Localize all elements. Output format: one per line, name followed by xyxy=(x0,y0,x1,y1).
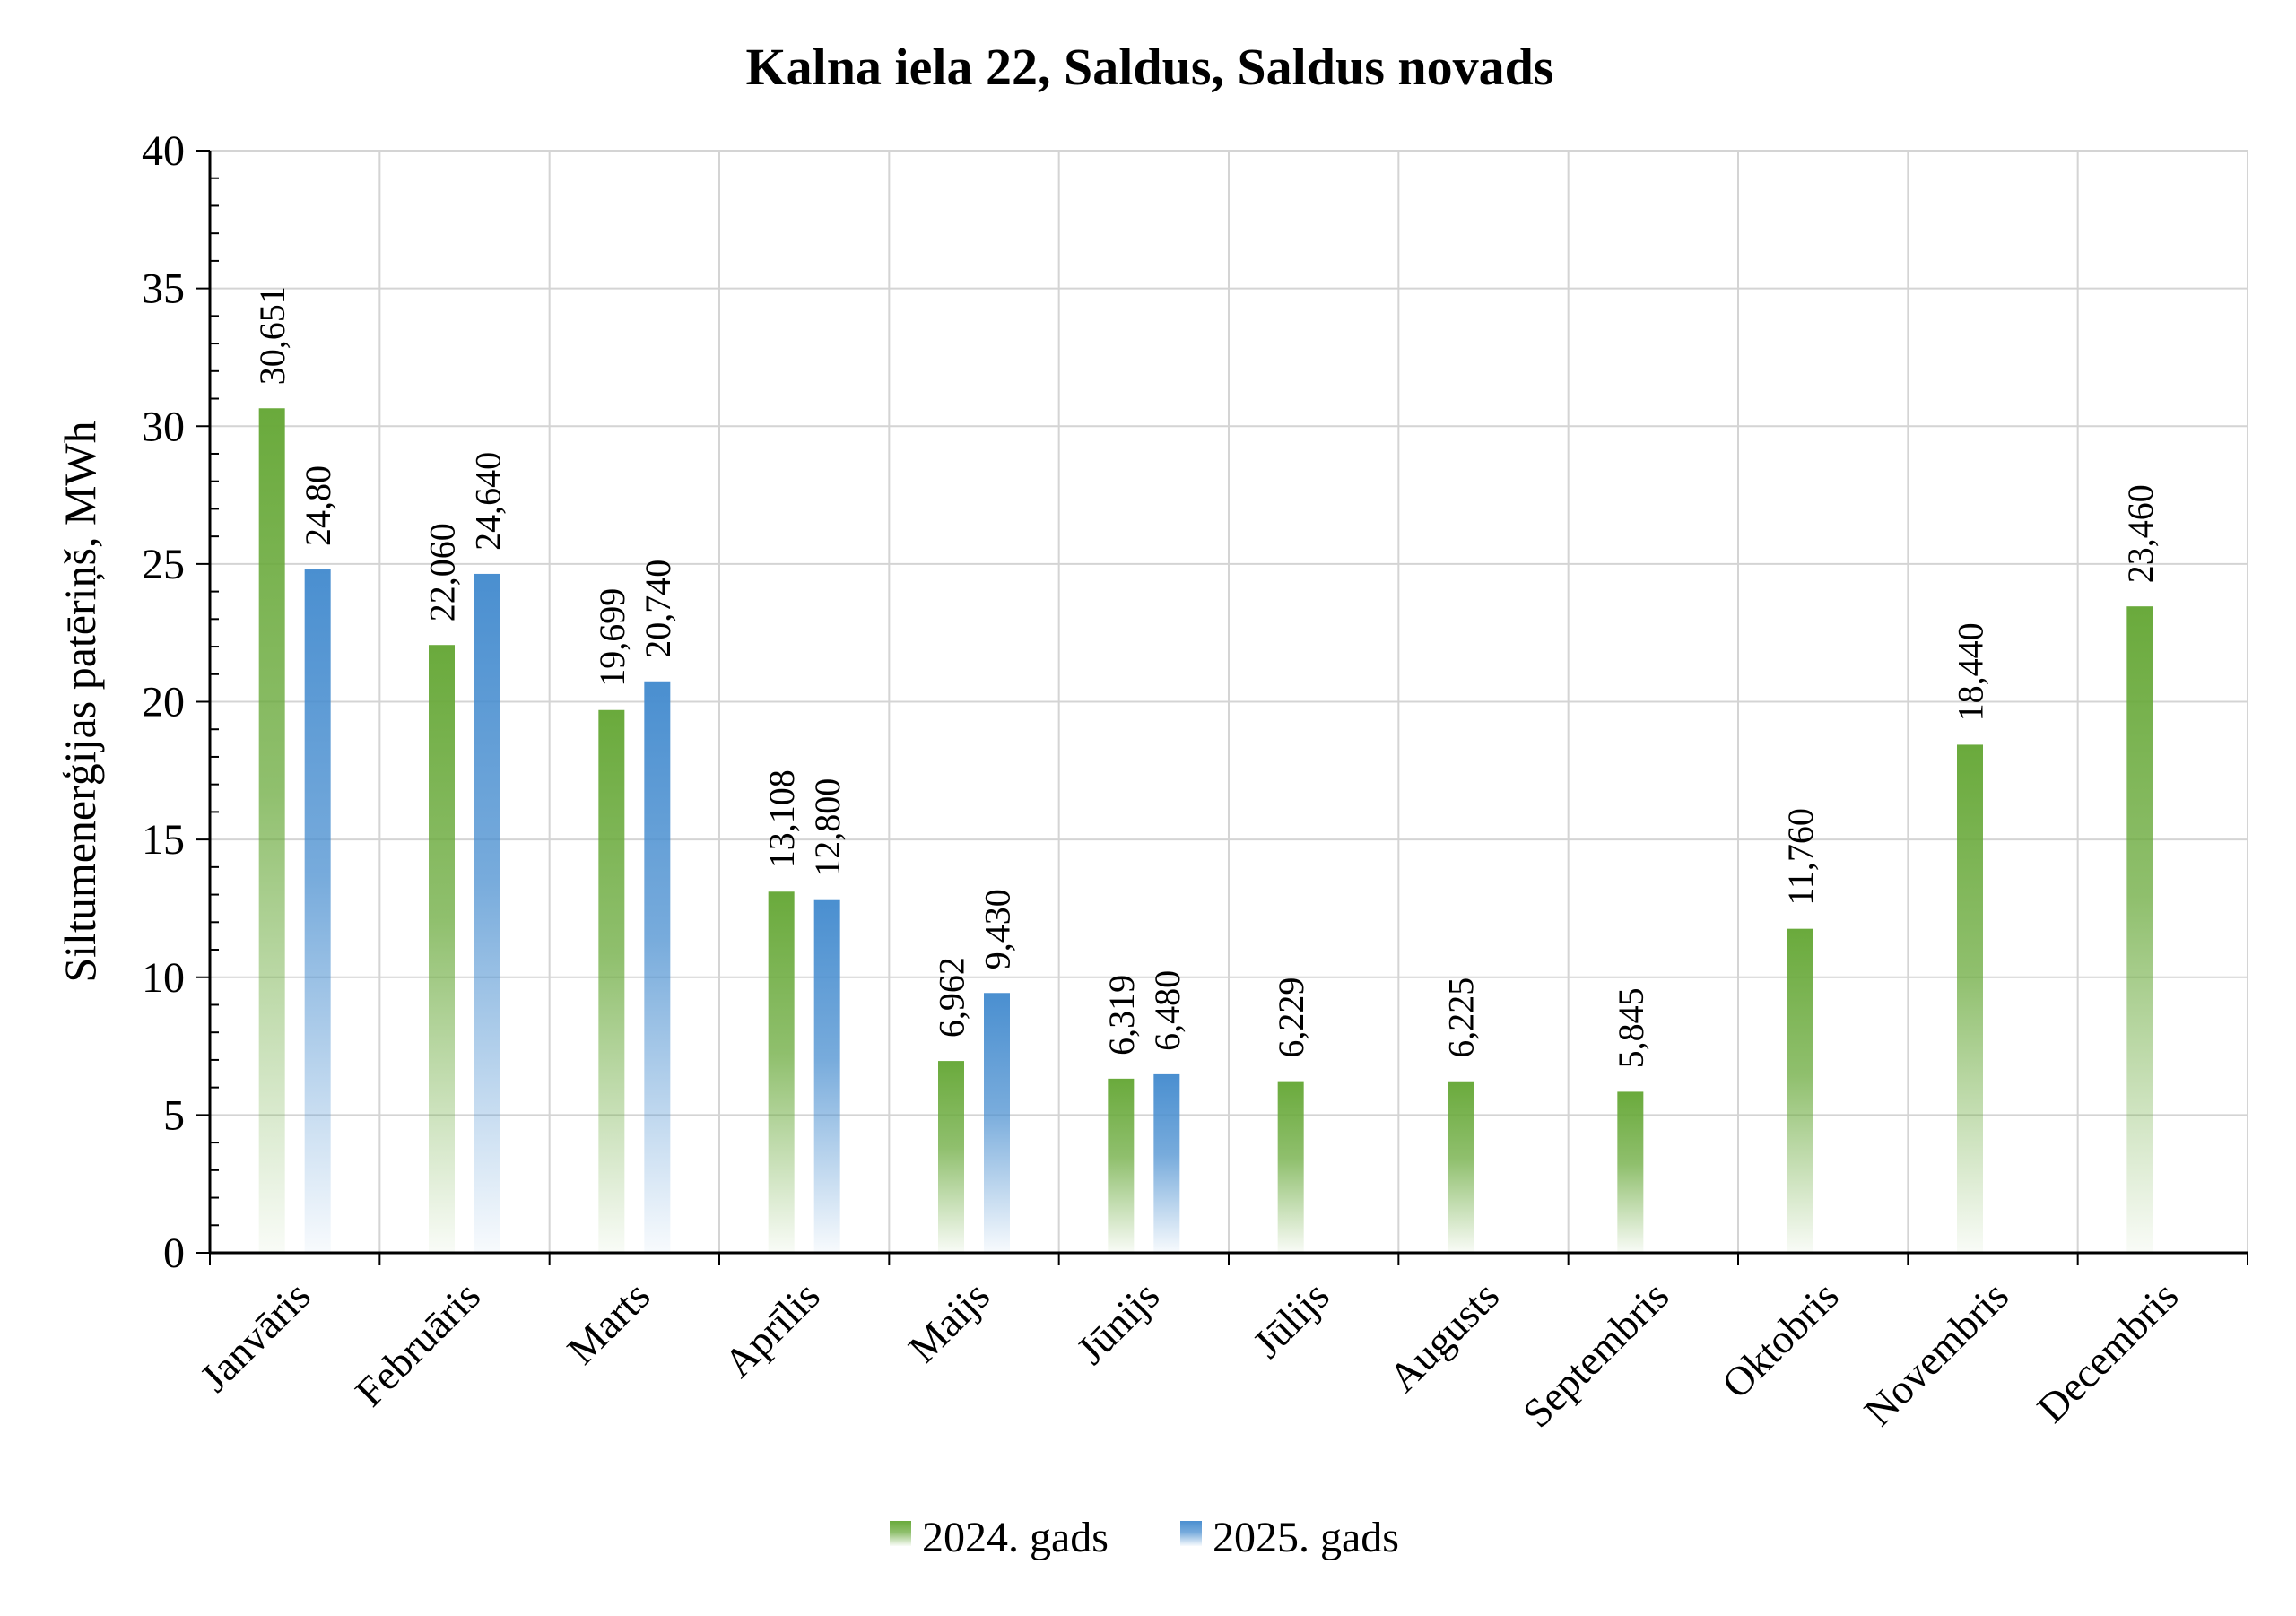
x-tick-label: Jūlijs xyxy=(1244,1273,1338,1367)
y-tick-label: 25 xyxy=(142,541,185,588)
chart-title: Kalna iela 22, Saldus, Saldus novads xyxy=(746,38,1554,96)
data-label: 30,651 xyxy=(252,286,292,385)
legend-label: 2025. gads xyxy=(1213,1514,1399,1561)
bar-2024 xyxy=(1108,1078,1135,1253)
x-tick-label: Septembris xyxy=(1514,1273,1677,1436)
bar-2025 xyxy=(474,573,500,1253)
x-tick-label: Augusts xyxy=(1379,1273,1508,1401)
legend-swatch xyxy=(1180,1521,1202,1546)
bar-2024 xyxy=(1787,928,1813,1253)
data-label: 11,760 xyxy=(1780,808,1821,906)
bar-2024 xyxy=(1617,1091,1644,1253)
bars xyxy=(258,408,2153,1253)
data-label: 6,229 xyxy=(1271,977,1311,1058)
bar-2025 xyxy=(644,681,671,1253)
bar-2024 xyxy=(768,891,795,1253)
bar-2025 xyxy=(1153,1073,1180,1253)
gridlines xyxy=(210,150,2248,1254)
bar-2024 xyxy=(1957,744,1983,1253)
data-label: 22,060 xyxy=(422,523,463,621)
data-label: 19,699 xyxy=(592,588,632,687)
data-label: 6,319 xyxy=(1101,975,1142,1056)
y-tick-label: 40 xyxy=(142,127,185,175)
bar-2024 xyxy=(1277,1081,1304,1253)
x-tick-label: Novembris xyxy=(1855,1273,2017,1435)
bar-2024 xyxy=(258,408,285,1253)
x-tick-label: Decembris xyxy=(2028,1273,2187,1431)
bar-2024 xyxy=(2126,606,2153,1253)
legend: 2024. gads 2025. gads xyxy=(890,1514,1399,1561)
data-label: 23,460 xyxy=(2120,484,2161,583)
bar-2024 xyxy=(938,1061,964,1253)
bar-2024 xyxy=(598,709,625,1253)
bar-2025 xyxy=(813,899,840,1253)
y-tick-label: 10 xyxy=(142,954,185,1002)
bar-2024 xyxy=(429,645,455,1253)
x-tick-label: Oktobris xyxy=(1713,1273,1848,1407)
data-label: 6,480 xyxy=(1147,970,1187,1051)
axes: 0 5 10 15 20 25 30 35 40 Janvāris Februāris Marts Ap… xyxy=(55,127,2248,1436)
legend-swatch xyxy=(890,1521,911,1546)
y-tick-label: 5 xyxy=(163,1091,185,1139)
bar-2025 xyxy=(304,569,331,1253)
y-tick-label: 20 xyxy=(142,679,185,726)
data-label: 9,430 xyxy=(978,889,1018,969)
data-label: 12,800 xyxy=(807,778,848,877)
data-label: 13,108 xyxy=(761,769,802,868)
data-label: 6,962 xyxy=(932,957,972,1038)
y-tick-label: 35 xyxy=(142,265,185,313)
x-tick-label: Jūnijs xyxy=(1067,1273,1168,1373)
bar-2025 xyxy=(984,993,1010,1253)
x-tick-label: Janvāris xyxy=(191,1273,319,1401)
data-label: 18,440 xyxy=(1951,622,1991,721)
x-tick-label: Marts xyxy=(558,1273,658,1373)
data-label: 5,845 xyxy=(1611,987,1651,1068)
y-tick-label: 30 xyxy=(142,403,185,450)
y-tick-label: 15 xyxy=(142,816,185,864)
data-label: 24,80 xyxy=(298,465,338,546)
bar-2024 xyxy=(1448,1081,1474,1253)
legend-label: 2024. gads xyxy=(922,1514,1109,1561)
y-tick-label: 0 xyxy=(163,1229,185,1277)
y-axis-title: Siltumenerģijas patēriņš, MWh xyxy=(55,421,105,982)
x-tick-label: Februāris xyxy=(346,1273,489,1415)
data-label: 24,640 xyxy=(468,452,509,551)
data-label: 6,225 xyxy=(1441,977,1482,1058)
x-tick-label: Aprīlis xyxy=(715,1273,828,1386)
data-label: 20,740 xyxy=(638,560,678,658)
x-tick-label: Maijs xyxy=(900,1273,998,1371)
